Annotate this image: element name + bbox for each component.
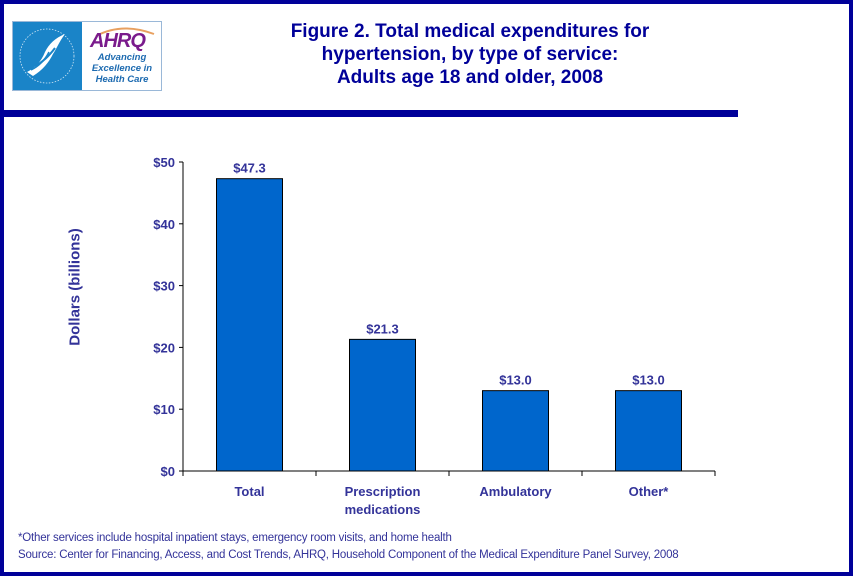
tagline-line: Advancing — [97, 52, 147, 63]
x-tick-label: Ambulatory — [479, 484, 552, 499]
ahrq-logo: AHRQ Advancing Excellence in Health Care — [82, 22, 161, 90]
bar — [482, 390, 549, 472]
tagline-line: Excellence in — [91, 63, 153, 74]
data-label: $13.0 — [632, 373, 665, 388]
title-line: hypertension, by type of service: — [321, 44, 619, 65]
ahrq-wordmark: AHRQ — [90, 30, 146, 52]
bar — [349, 338, 416, 472]
x-tick-label: Total — [234, 484, 264, 499]
tagline-line: Health Care — [95, 74, 149, 85]
chart-title: Figure 2. Total medical expenditures for… — [250, 20, 690, 89]
bar — [216, 178, 283, 472]
title-divider — [4, 110, 738, 117]
x-tick-label: Prescription — [345, 484, 421, 499]
y-tick-label: $30 — [153, 279, 175, 294]
data-label: $13.0 — [499, 373, 532, 388]
y-tick-label: $10 — [153, 402, 175, 417]
y-tick-label: $40 — [153, 217, 175, 232]
title-line: Adults age 18 and older, 2008 — [336, 67, 604, 88]
hhs-eagle-icon — [19, 28, 75, 84]
bar — [615, 390, 682, 472]
y-tick-label: $50 — [153, 155, 175, 170]
hhs-logo — [13, 22, 82, 90]
logo-block: AHRQ Advancing Excellence in Health Care — [12, 21, 162, 91]
source-note: Source: Center for Financing, Access, an… — [18, 549, 679, 561]
y-tick-label: $20 — [153, 340, 175, 355]
x-tick-label: medications — [345, 502, 421, 517]
data-label: $21.3 — [366, 321, 399, 336]
x-tick-label: Other* — [629, 484, 670, 499]
y-tick-label: $0 — [161, 464, 175, 479]
footnote: *Other services include hospital inpatie… — [18, 532, 452, 544]
data-label: $47.3 — [233, 161, 266, 176]
ahrq-arc-icon — [95, 27, 155, 37]
title-line: Figure 2. Total medical expenditures for — [290, 21, 650, 42]
ahrq-tagline: Advancing Excellence in Health Care — [86, 52, 158, 85]
